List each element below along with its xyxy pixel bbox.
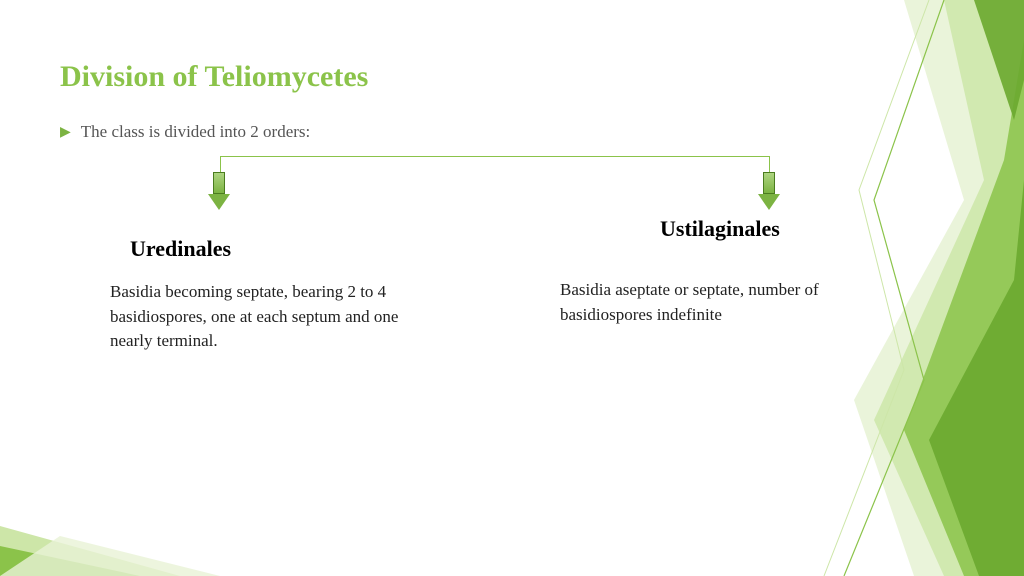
decorative-bottom-shapes — [0, 456, 1024, 576]
order-left: Uredinales Basidia becoming septate, bea… — [110, 236, 420, 354]
bullet-text: The class is divided into 2 orders: — [81, 122, 310, 142]
order-right: Ustilaginales Basidia aseptate or septat… — [560, 236, 870, 354]
bullet-item: ▶ The class is divided into 2 orders: — [60, 122, 984, 142]
arrow-down-icon — [208, 172, 230, 212]
arrow-down-icon — [758, 172, 780, 212]
order-left-desc: Basidia becoming septate, bearing 2 to 4… — [110, 280, 420, 354]
order-right-desc: Basidia aseptate or septate, number of b… — [560, 278, 870, 327]
triangle-bullet-icon: ▶ — [60, 124, 71, 141]
slide-title: Division of Teliomycetes — [60, 60, 984, 94]
branching-connector — [100, 146, 984, 246]
